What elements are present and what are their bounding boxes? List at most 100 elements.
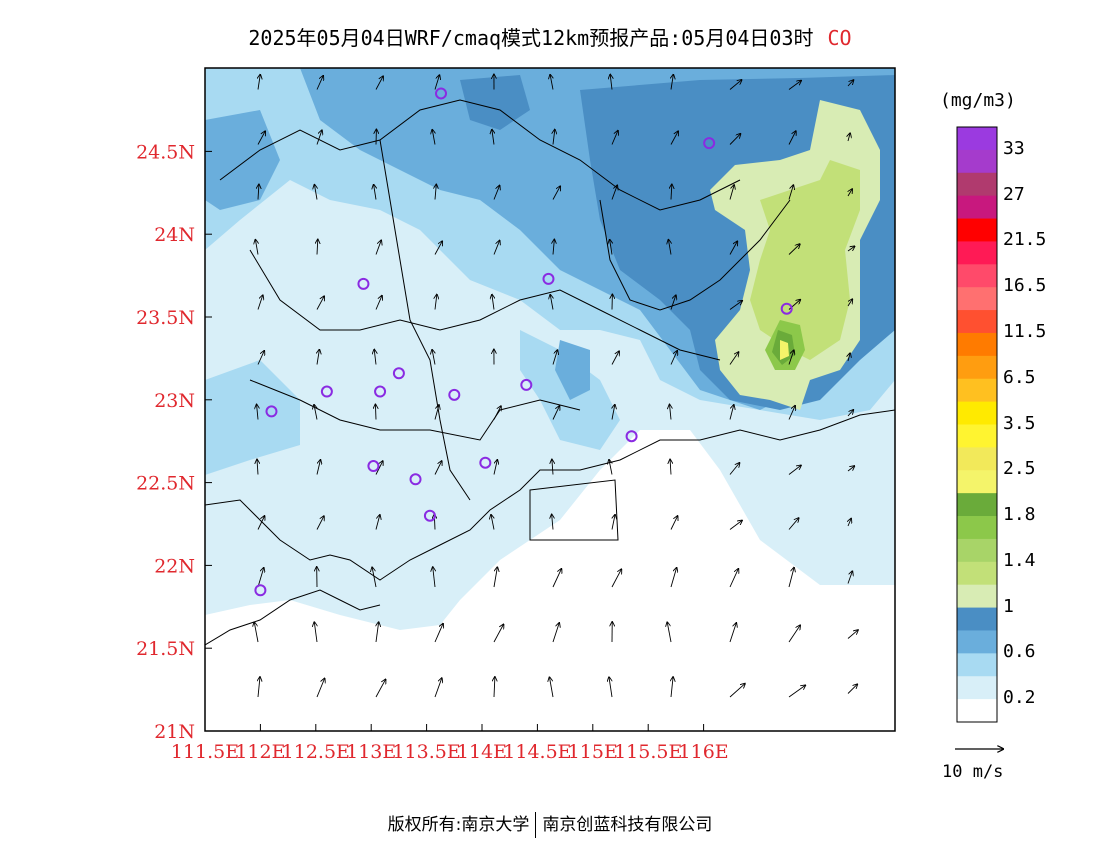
wind-arrow bbox=[493, 406, 501, 420]
wind-arrow bbox=[729, 463, 740, 475]
wind-arrow bbox=[254, 622, 259, 643]
colorbar-label: 1.4 bbox=[1003, 549, 1036, 571]
station-marker bbox=[265, 405, 278, 418]
wind-arrow bbox=[552, 406, 559, 420]
wind-arrow bbox=[316, 678, 325, 698]
colorbar-label: 33 bbox=[1003, 137, 1025, 159]
colorbar-swatch bbox=[957, 218, 997, 242]
colorbar-swatch bbox=[957, 676, 997, 700]
colorbar-swatch bbox=[957, 287, 997, 311]
wind-arrow bbox=[316, 130, 322, 145]
wind-arrow bbox=[611, 131, 618, 145]
colorbar-unit: (mg/m3) bbox=[940, 90, 1016, 111]
wind-arrow bbox=[610, 240, 612, 255]
wind-arrow bbox=[376, 622, 379, 643]
colorbar-swatch bbox=[957, 653, 997, 677]
footer: 版权所有:南京大学 南京创蓝科技有限公司 bbox=[0, 810, 1100, 838]
wind-arrow bbox=[257, 516, 265, 530]
wind-arrow bbox=[847, 630, 858, 639]
station-marker bbox=[320, 385, 333, 398]
y-tick-label: 21N bbox=[154, 721, 195, 743]
wind-arrow bbox=[671, 677, 673, 698]
wind-arrow bbox=[549, 677, 554, 698]
wind-arrow bbox=[788, 685, 805, 698]
station-marker bbox=[357, 277, 370, 290]
wind-arrow bbox=[257, 460, 258, 475]
wind-arrow bbox=[372, 567, 377, 588]
wind-arrow bbox=[552, 515, 553, 530]
colorbar-swatch bbox=[957, 264, 997, 288]
wind-arrow bbox=[492, 130, 494, 145]
wind-arrow bbox=[552, 186, 560, 200]
colorbar-swatch bbox=[957, 241, 997, 265]
wind-arrow bbox=[907, 79, 910, 86]
wind-arrow bbox=[907, 411, 913, 416]
wind-arrow bbox=[432, 130, 435, 145]
x-tick-label: 112E bbox=[235, 741, 285, 763]
wind-arrow bbox=[729, 134, 740, 145]
wind-arrow bbox=[375, 296, 382, 310]
colorbar-swatch bbox=[957, 424, 997, 448]
colorbar-swatch bbox=[957, 607, 997, 631]
wind-arrow bbox=[257, 405, 258, 420]
y-tick-label: 21.5N bbox=[136, 638, 195, 660]
station-marker bbox=[542, 272, 555, 285]
wind-arrow bbox=[788, 568, 794, 588]
colorbar-swatch bbox=[957, 127, 997, 151]
wind-reference-label: 10 m/s bbox=[942, 762, 1004, 782]
wind-arrow bbox=[907, 354, 910, 361]
station-marker bbox=[423, 509, 436, 522]
wind-arrow bbox=[314, 185, 317, 200]
colorbar-label: 21.5 bbox=[1003, 229, 1047, 251]
wind-arrow bbox=[374, 350, 376, 365]
wind-arrow bbox=[257, 131, 265, 145]
wind-arrow bbox=[609, 677, 613, 698]
wind-arrow bbox=[255, 240, 258, 255]
colorbar-label: 16.5 bbox=[1003, 275, 1047, 297]
colorbar-swatch bbox=[957, 538, 997, 563]
colorbar-swatch bbox=[957, 172, 997, 197]
wind-arrow bbox=[788, 465, 801, 475]
title-text: 2025年05月04日WRF/cmaq模式12km预报产品:05月04日03时 bbox=[248, 26, 814, 50]
wind-arrow bbox=[314, 622, 317, 643]
wind-arrow bbox=[550, 295, 553, 310]
wind-arrow bbox=[907, 682, 913, 693]
x-tick-label: 115E bbox=[568, 741, 618, 763]
wind-arrow bbox=[491, 515, 494, 530]
wind-arrow bbox=[375, 461, 383, 475]
x-tick-label: 113.5E bbox=[392, 741, 460, 763]
wind-arrow bbox=[847, 684, 857, 694]
title-species: CO bbox=[827, 26, 852, 50]
wind-arrow bbox=[729, 185, 734, 200]
wind-arrow bbox=[847, 466, 854, 472]
wind-arrow bbox=[258, 75, 260, 90]
station-marker bbox=[703, 137, 716, 150]
colorbar-label: 0.6 bbox=[1003, 641, 1036, 663]
wind-arrow bbox=[316, 296, 324, 310]
wind-arrow bbox=[314, 405, 317, 420]
x-tick-label: 114E bbox=[457, 741, 507, 763]
wind-arrow bbox=[729, 301, 742, 310]
x-tick-label: 111.5E bbox=[171, 741, 239, 763]
wind-arrow bbox=[492, 295, 494, 310]
wind-arrow bbox=[670, 568, 677, 588]
wind-arrow bbox=[435, 295, 437, 310]
colorbar-label: 6.5 bbox=[1003, 366, 1036, 388]
wind-arrow bbox=[550, 75, 553, 90]
colorbar bbox=[956, 126, 998, 723]
wind-arrow bbox=[375, 76, 383, 90]
wind-arrow bbox=[670, 295, 676, 310]
concentration-field bbox=[205, 68, 895, 731]
wind-arrow bbox=[258, 185, 259, 200]
wind-arrow bbox=[493, 460, 497, 475]
station-marker bbox=[520, 378, 533, 391]
station-marker bbox=[435, 87, 448, 100]
wind-arrow bbox=[611, 185, 617, 200]
footer-left: 版权所有:南京大学 bbox=[387, 815, 530, 835]
colorbar-label: 27 bbox=[1003, 183, 1025, 205]
wind-arrow bbox=[788, 518, 799, 530]
station-marker bbox=[625, 430, 638, 443]
station-marker bbox=[448, 388, 461, 401]
x-tick-label: 116E bbox=[679, 741, 729, 763]
